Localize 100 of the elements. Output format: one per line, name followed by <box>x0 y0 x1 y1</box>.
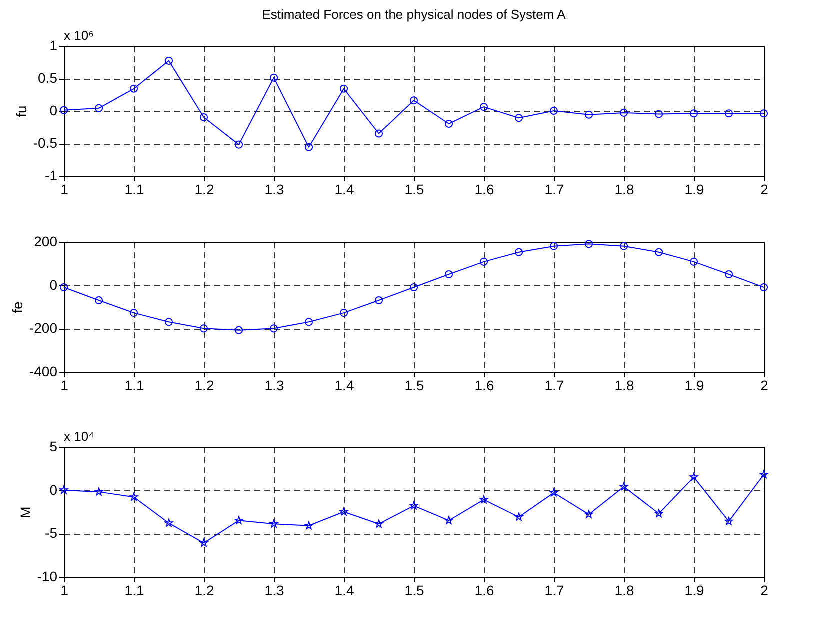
point <box>304 143 314 152</box>
point <box>480 258 488 266</box>
point <box>340 84 348 93</box>
point <box>374 296 384 305</box>
point <box>200 538 208 547</box>
point <box>164 518 174 527</box>
point <box>234 326 244 334</box>
point <box>760 283 768 292</box>
x-tick-label: 1.8 <box>614 378 634 394</box>
x-tick-label: 1.6 <box>474 182 494 198</box>
point <box>690 110 698 118</box>
x-tick-label: 1.2 <box>194 182 214 198</box>
point <box>374 520 384 528</box>
x-tick-label: 1.7 <box>544 182 564 198</box>
x-tick-label: 1.9 <box>684 182 704 198</box>
point <box>444 270 454 279</box>
x-tick-label: 1.7 <box>544 582 564 598</box>
point <box>690 258 698 266</box>
point <box>304 318 314 326</box>
point <box>724 270 734 279</box>
x-tick-label: 1.8 <box>614 582 634 598</box>
point <box>514 248 524 256</box>
point <box>654 110 664 118</box>
x-tick-label: 1.3 <box>264 378 284 394</box>
point <box>760 110 768 118</box>
x-tick-label: 1 <box>60 378 69 394</box>
x-tick-label: 1.5 <box>404 378 424 394</box>
x-tick-label: 1.4 <box>334 582 354 598</box>
x-tick-label: 1.1 <box>124 182 144 198</box>
x-tick-label: 2 <box>760 182 769 198</box>
y-tick-label: 0 <box>50 102 58 118</box>
x-tick-label: 1.1 <box>124 378 144 394</box>
x-tick-label: 1.5 <box>404 182 424 198</box>
point <box>584 510 594 518</box>
x-tick-label: 1 <box>60 182 69 198</box>
point <box>270 324 278 333</box>
x-tick-label: 1.7 <box>544 378 564 394</box>
point <box>164 318 174 326</box>
point <box>270 74 278 82</box>
point <box>550 242 558 250</box>
point <box>480 103 488 112</box>
point <box>654 509 664 518</box>
point <box>514 114 524 122</box>
point <box>620 108 628 117</box>
point <box>130 84 138 93</box>
x-tick-label: 1.3 <box>264 182 284 198</box>
y-tick-label: -5 <box>45 525 58 542</box>
point <box>690 472 698 481</box>
x-tick-label: 2 <box>760 378 769 394</box>
point <box>444 516 454 524</box>
point <box>94 488 104 496</box>
point <box>130 492 138 501</box>
y-tick-label: 1 <box>50 38 58 54</box>
y-tick-label: 0 <box>50 482 58 498</box>
point <box>480 495 488 504</box>
point <box>654 248 664 256</box>
y-tick-label: -0.5 <box>33 135 58 151</box>
x-tick-label: 1.9 <box>684 378 704 394</box>
point <box>304 521 314 530</box>
y-tick-label: -400 <box>29 364 58 380</box>
chart-title: Estimated Forces on the physical nodes of System A <box>262 7 566 22</box>
text: x 10⁴ <box>64 429 94 444</box>
point <box>444 120 454 128</box>
y-tick-label: 200 <box>34 234 58 250</box>
text: x 10⁶ <box>64 28 94 43</box>
point <box>550 106 558 116</box>
x-tick-label: 1.6 <box>474 378 494 394</box>
point <box>514 512 524 521</box>
point <box>760 470 768 478</box>
y-tick-label: -200 <box>29 320 58 336</box>
x-tick-label: 1.2 <box>194 582 214 598</box>
point <box>410 502 418 510</box>
point <box>584 110 594 119</box>
y-tick-label: 5 <box>50 438 58 454</box>
x-tick-label: 1.4 <box>334 182 354 198</box>
y-tick-label: -10 <box>37 568 58 584</box>
point <box>130 309 138 318</box>
y-axis-title: fe <box>9 301 26 314</box>
point <box>234 516 244 524</box>
y-tick-label: 0 <box>50 276 58 293</box>
x-tick-label: 1.6 <box>474 582 494 598</box>
point <box>550 488 558 497</box>
point <box>340 508 348 516</box>
point <box>410 283 418 292</box>
point <box>724 517 734 526</box>
point <box>584 240 594 248</box>
x-tick-label: 1.9 <box>684 582 704 598</box>
x-tick-label: 1.4 <box>334 378 354 394</box>
point <box>200 324 208 333</box>
point <box>234 140 244 149</box>
point <box>410 96 418 105</box>
point <box>94 296 104 305</box>
y-axis-title: M <box>17 506 34 518</box>
x-tick-label: 1.5 <box>404 582 424 598</box>
x-tick-label: 1.2 <box>194 378 214 394</box>
point <box>620 482 628 490</box>
point <box>60 486 68 494</box>
x-tick-label: 1 <box>60 582 69 598</box>
point <box>374 130 384 138</box>
point <box>200 113 208 122</box>
